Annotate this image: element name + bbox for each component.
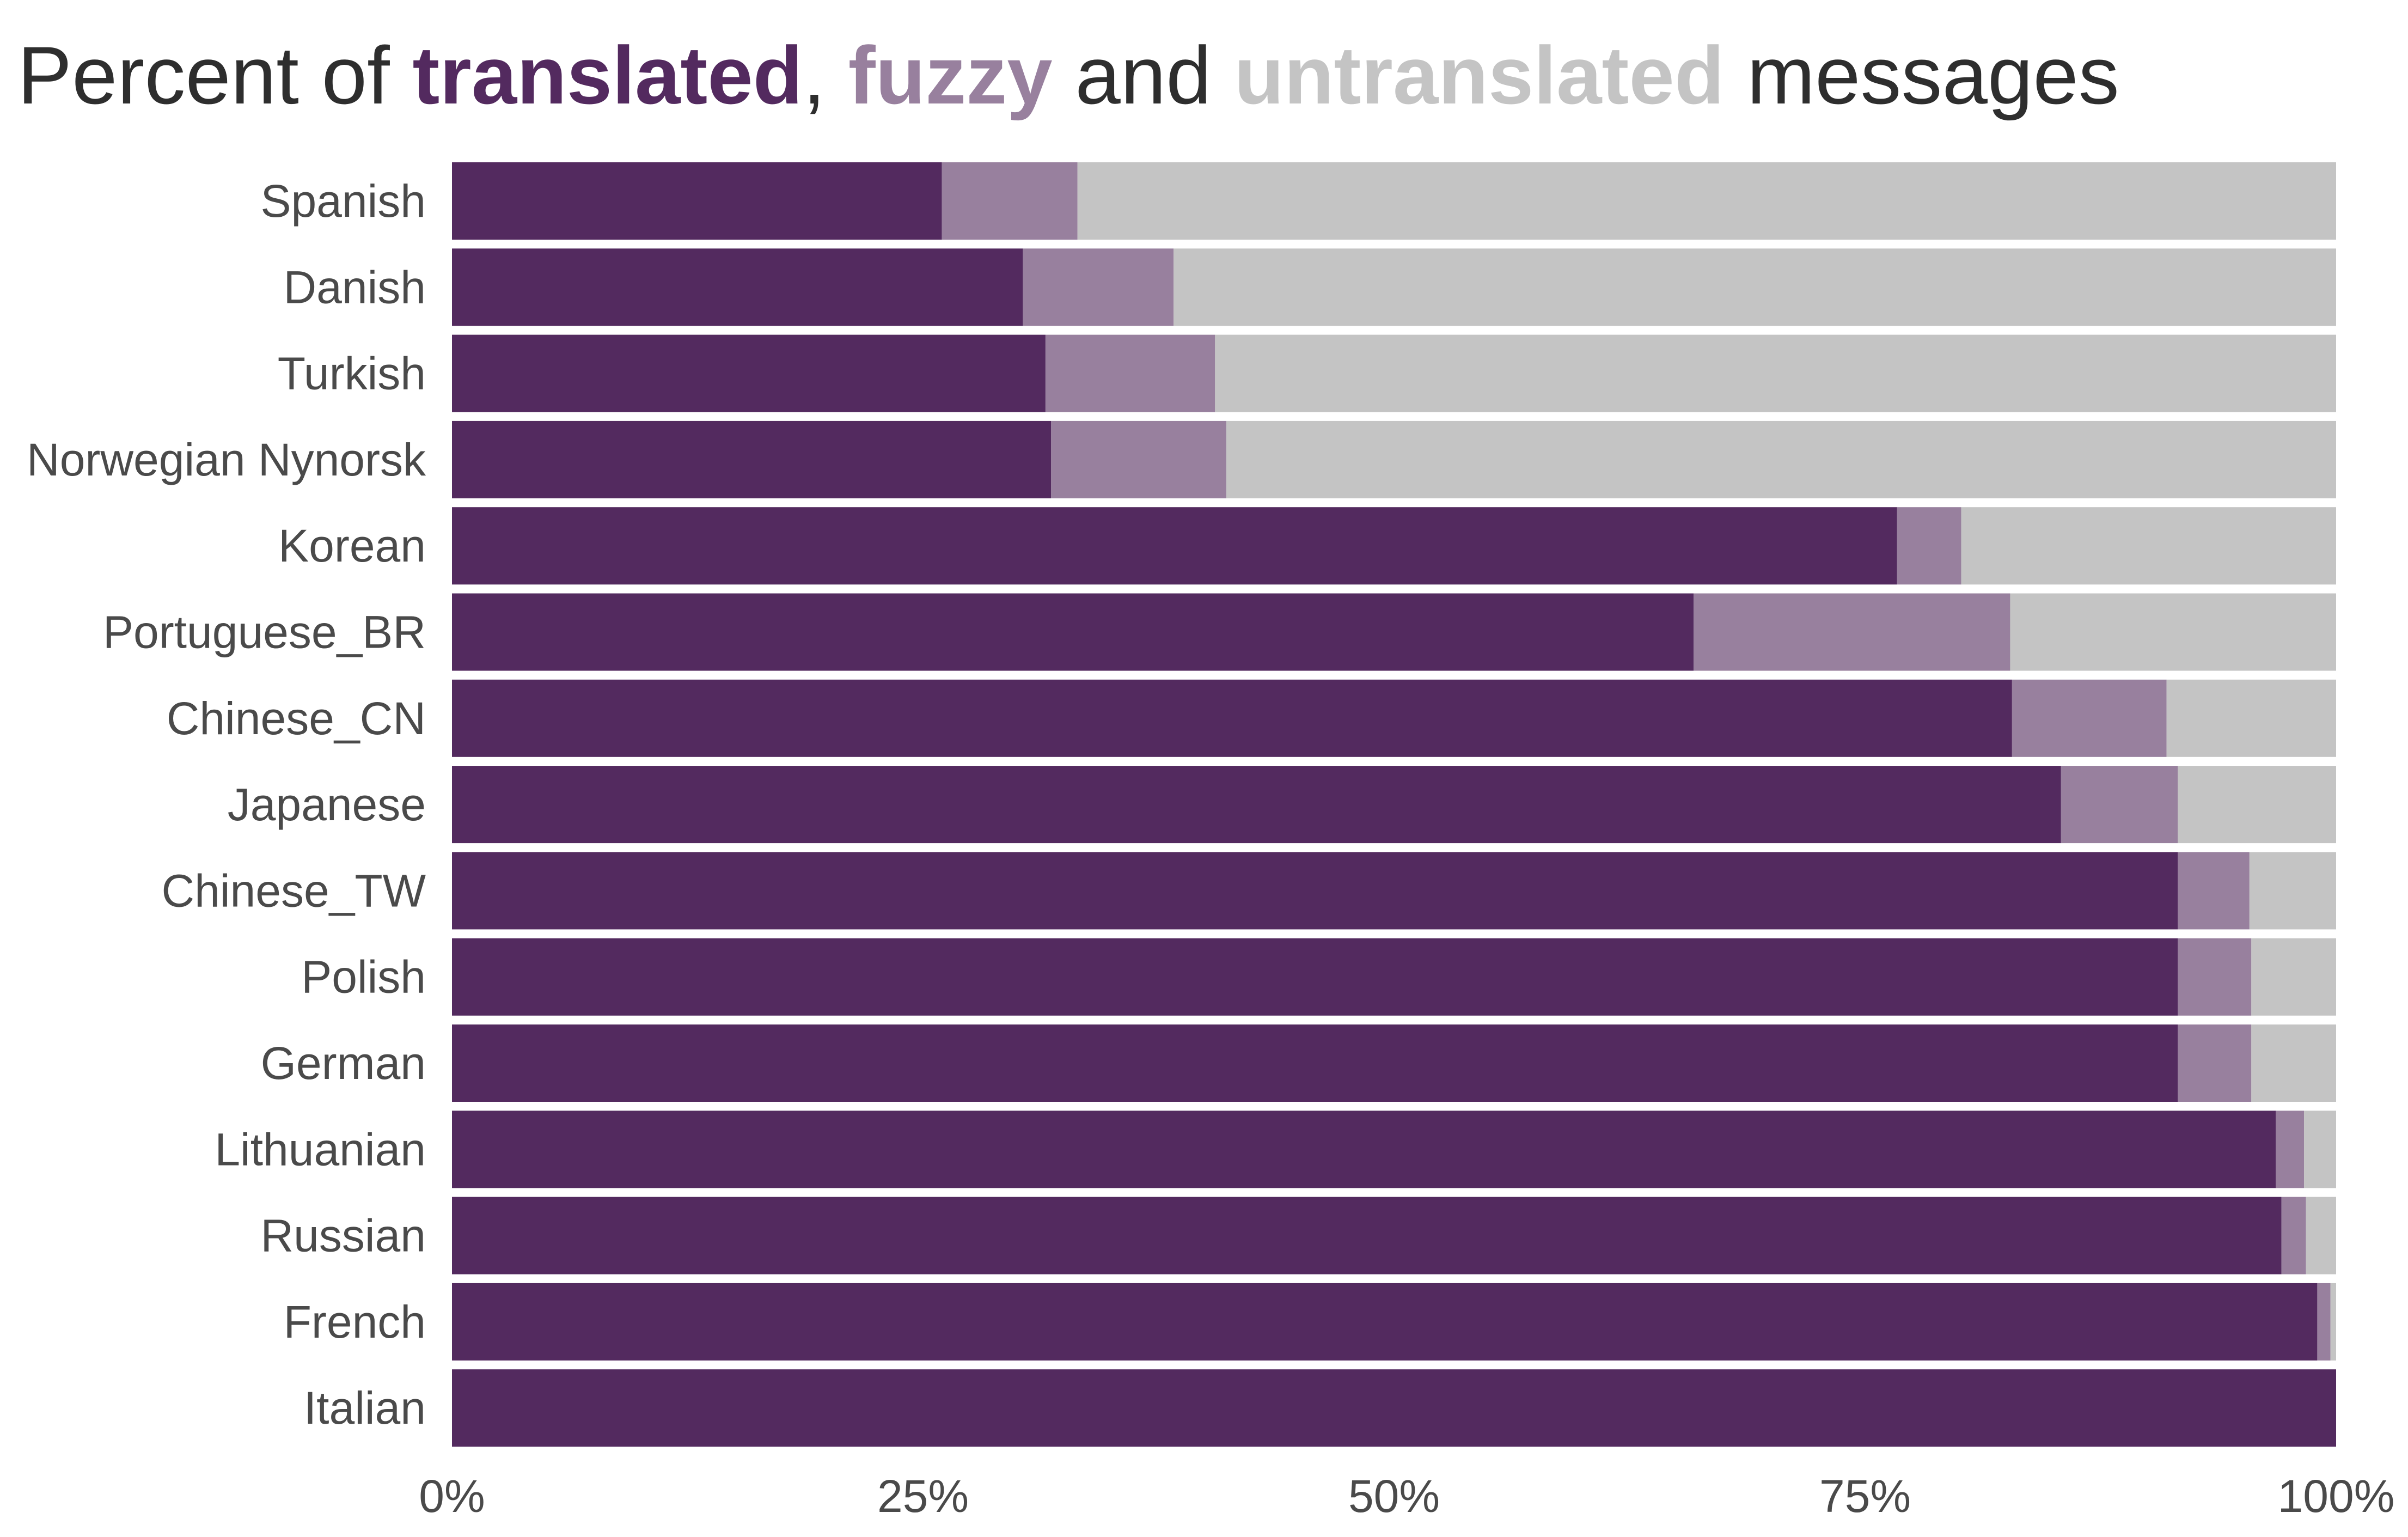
bar-fuzzy-japanese (2061, 766, 2178, 844)
title-and: and (1053, 29, 1234, 121)
row-label-danish: Danish (284, 261, 426, 313)
title-translated: translated (412, 29, 803, 121)
bar-untranslated-french (2330, 1283, 2336, 1361)
x-tick-label-25: 25% (877, 1471, 969, 1522)
bar-translated-spanish (452, 162, 942, 240)
bar-untranslated-japanese (2178, 766, 2336, 844)
bar-translated-turkish (452, 334, 1046, 412)
row-label-portuguese-br: Portuguese_BR (103, 607, 426, 658)
x-tick-label-100: 100% (2278, 1471, 2395, 1522)
bar-untranslated-turkish (1215, 334, 2336, 412)
row-label-french: French (284, 1296, 426, 1347)
bar-fuzzy-german (2178, 1024, 2252, 1102)
bar-fuzzy-turkish (1045, 334, 1215, 412)
x-tick-label-50: 50% (1348, 1471, 1440, 1522)
bar-translated-korean (452, 507, 1897, 585)
chart-title: Percent of translated, fuzzy and untrans… (17, 29, 2119, 121)
x-tick-label-0: 0% (419, 1471, 485, 1522)
bar-translated-german (452, 1024, 2178, 1102)
bar-translated-italian (452, 1369, 2336, 1447)
row-label-russian: Russian (261, 1210, 426, 1261)
bar-translated-french (452, 1283, 2318, 1361)
title-fuzzy: fuzzy (848, 29, 1053, 121)
bar-translated-russian (452, 1197, 2282, 1274)
bar-fuzzy-korean (1897, 507, 1961, 585)
title-space (826, 29, 848, 121)
bar-fuzzy-russian (2281, 1197, 2306, 1274)
row-label-italian: Italian (304, 1382, 426, 1434)
x-tick-label-75: 75% (1819, 1471, 1911, 1522)
title-suffix: messages (1724, 29, 2119, 121)
row-label-lithuanian: Lithuanian (215, 1124, 426, 1175)
bar-untranslated-lithuanian (2304, 1111, 2336, 1188)
bar-untranslated-korean (1961, 507, 2336, 585)
bar-translated-lithuanian (452, 1111, 2276, 1188)
bar-fuzzy-lithuanian (2276, 1111, 2305, 1188)
bar-untranslated-russian (2306, 1197, 2336, 1274)
bar-untranslated-chinese-tw (2249, 852, 2336, 930)
bar-untranslated-danish (1174, 248, 2336, 326)
bar-fuzzy-chinese-tw (2178, 852, 2250, 930)
title-comma: , (803, 29, 826, 121)
row-label-spanish: Spanish (260, 175, 426, 227)
bar-untranslated-polish (2251, 938, 2336, 1016)
bar-translated-polish (452, 938, 2178, 1016)
bar-translated-chinese-tw (452, 852, 2178, 930)
row-label-turkish: Turkish (278, 348, 426, 399)
row-label-chinese-tw: Chinese_TW (161, 865, 426, 916)
bar-translated-danish (452, 248, 1023, 326)
row-label-chinese-cn: Chinese_CN (167, 693, 426, 744)
row-label-norwegian-nynorsk: Norwegian Nynorsk (27, 434, 426, 485)
bar-untranslated-chinese-cn (2166, 679, 2336, 757)
x-axis: 0% 25% 50% 75% 100% (419, 1471, 2394, 1522)
bar-translated-japanese (452, 766, 2061, 844)
row-label-polish: Polish (301, 952, 426, 1003)
bar-fuzzy-french (2317, 1283, 2331, 1361)
bar-untranslated-spanish (1077, 162, 2336, 240)
bar-untranslated-norwegian-nynorsk (1226, 420, 2336, 498)
bar-fuzzy-chinese-cn (2012, 679, 2167, 757)
row-label-japanese: Japanese (228, 779, 426, 830)
bar-fuzzy-spanish (942, 162, 1078, 240)
bar-untranslated-portuguese-br (2010, 593, 2336, 671)
bar-translated-norwegian-nynorsk (452, 420, 1052, 498)
bar-fuzzy-norwegian-nynorsk (1051, 420, 1227, 498)
bar-untranslated-german (2251, 1024, 2336, 1102)
row-label-korean: Korean (278, 520, 426, 571)
bar-translated-chinese-cn (452, 679, 2012, 757)
title-untranslated: untranslated (1234, 29, 1724, 121)
row-labels-layer: Spanish Danish Turkish Norwegian Nynorsk Kor… (27, 175, 426, 1434)
title-prefix: Percent of (17, 29, 412, 121)
bar-fuzzy-polish (2178, 938, 2252, 1016)
bars-layer (452, 162, 2336, 1447)
bar-translated-portuguese-br (452, 593, 1694, 671)
bar-fuzzy-portuguese-br (1694, 593, 2010, 671)
bar-fuzzy-danish (1023, 248, 1174, 326)
row-label-german: German (261, 1038, 426, 1089)
